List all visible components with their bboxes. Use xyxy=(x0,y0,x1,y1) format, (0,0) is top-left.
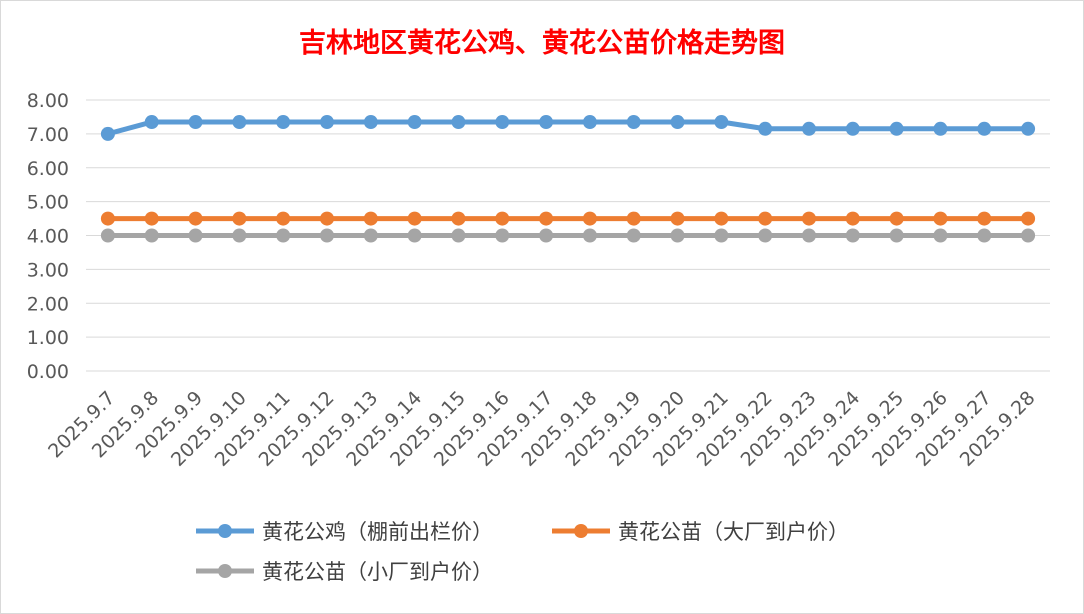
y-axis-ticks: 0.00 1.00 2.00 3.00 4.00 5.00 6.00 7.00 8.00 xyxy=(27,90,69,383)
data-point xyxy=(363,211,378,226)
y-tick-label: 8.00 xyxy=(27,90,69,112)
data-point xyxy=(845,121,860,136)
data-point xyxy=(714,228,729,243)
data-point xyxy=(100,228,115,243)
data-point xyxy=(933,121,948,136)
data-point xyxy=(232,228,247,243)
data-point xyxy=(670,228,685,243)
data-point xyxy=(714,211,729,226)
gridlines xyxy=(86,99,1050,372)
series-3 xyxy=(100,228,1036,243)
data-point xyxy=(889,211,904,226)
data-point xyxy=(539,115,554,130)
data-point xyxy=(758,228,773,243)
series-2 xyxy=(100,211,1036,226)
data-point xyxy=(933,211,948,226)
series-group xyxy=(100,115,1036,243)
data-point xyxy=(714,115,729,130)
y-tick-label: 6.00 xyxy=(27,158,69,180)
y-tick-label: 4.00 xyxy=(27,226,69,248)
series-1 xyxy=(100,115,1036,141)
x-axis-ticks: 2025.9.72025.9.82025.9.92025.9.102025.9.… xyxy=(44,387,1040,471)
data-point xyxy=(188,115,203,130)
data-point xyxy=(889,228,904,243)
data-point xyxy=(582,115,597,130)
data-point xyxy=(758,211,773,226)
y-tick-label: 2.00 xyxy=(27,293,69,315)
legend-label: 黄花公苗（小厂到户价） xyxy=(262,560,493,584)
data-point xyxy=(232,115,247,130)
data-point xyxy=(977,121,992,136)
data-point xyxy=(188,228,203,243)
data-point xyxy=(144,115,159,130)
data-point xyxy=(626,115,641,130)
data-point xyxy=(802,121,816,136)
data-point xyxy=(802,211,816,226)
legend-item: 黄花公苗（小厂到户价） xyxy=(196,560,493,584)
data-point xyxy=(407,211,422,226)
legend-item: 黄花公苗（大厂到户价） xyxy=(552,520,849,544)
data-point xyxy=(758,121,773,136)
legend-label: 黄花公鸡（棚前出栏价） xyxy=(262,520,493,544)
data-point xyxy=(539,211,554,226)
data-point xyxy=(802,228,816,243)
data-point xyxy=(889,121,904,136)
data-point xyxy=(582,211,597,226)
data-point xyxy=(977,211,992,226)
legend-item: 黄花公鸡（棚前出栏价） xyxy=(196,520,493,544)
data-point xyxy=(670,211,685,226)
data-point xyxy=(451,228,466,243)
data-point xyxy=(626,211,641,226)
data-point xyxy=(451,211,466,226)
y-tick-label: 3.00 xyxy=(27,259,69,281)
data-point xyxy=(451,115,466,130)
legend: 黄花公鸡（棚前出栏价） 黄花公苗（大厂到户价） 黄花公苗（小厂到户价） xyxy=(196,520,849,584)
data-point xyxy=(320,115,334,130)
data-point xyxy=(320,228,334,243)
legend-marker xyxy=(218,564,232,578)
legend-marker xyxy=(218,524,232,538)
y-tick-label: 5.00 xyxy=(27,192,69,214)
data-point xyxy=(144,211,159,226)
data-point xyxy=(670,115,685,130)
data-point xyxy=(407,228,422,243)
data-point xyxy=(363,228,378,243)
data-point xyxy=(933,228,948,243)
data-point xyxy=(495,228,510,243)
data-point xyxy=(845,228,860,243)
data-point xyxy=(276,211,291,226)
data-point xyxy=(626,228,641,243)
data-point xyxy=(495,115,510,130)
data-point xyxy=(100,126,115,141)
data-point xyxy=(100,211,115,226)
data-point xyxy=(276,115,291,130)
legend-marker xyxy=(574,524,588,538)
data-point xyxy=(977,228,992,243)
chart-title: 吉林地区黄花公鸡、黄花公苗价格走势图 xyxy=(299,28,785,59)
data-point xyxy=(320,211,334,226)
series-line xyxy=(107,119,1029,137)
data-point xyxy=(1021,121,1036,136)
y-tick-label: 0.00 xyxy=(27,361,69,383)
y-tick-label: 1.00 xyxy=(27,327,69,349)
data-point xyxy=(1021,228,1036,243)
data-point xyxy=(539,228,554,243)
data-point xyxy=(407,115,422,130)
data-point xyxy=(144,228,159,243)
data-point xyxy=(363,115,378,130)
data-point xyxy=(582,228,597,243)
legend-label: 黄花公苗（大厂到户价） xyxy=(618,520,849,544)
data-point xyxy=(188,211,203,226)
y-tick-label: 7.00 xyxy=(27,124,69,146)
data-point xyxy=(232,211,247,226)
data-point xyxy=(495,211,510,226)
data-point xyxy=(1021,211,1036,226)
data-point xyxy=(845,211,860,226)
data-point xyxy=(276,228,291,243)
